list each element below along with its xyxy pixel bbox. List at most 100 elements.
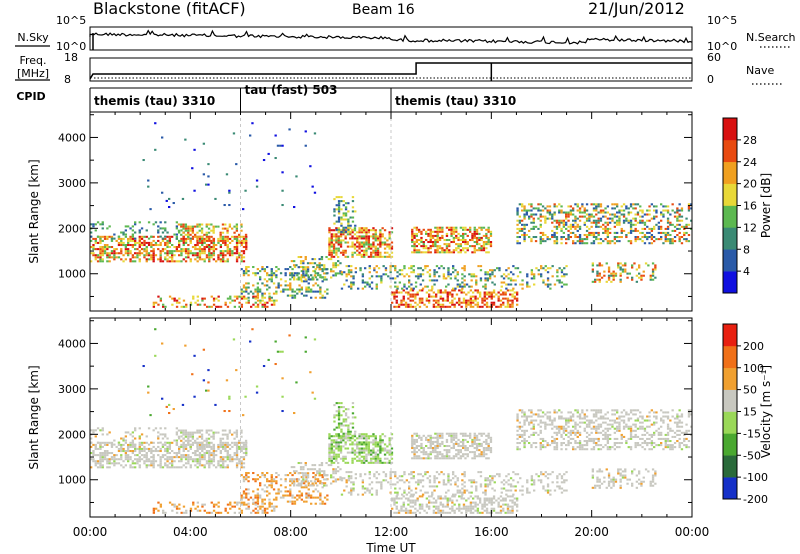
velocity-cell [161,433,165,436]
velocity-cell [409,509,412,512]
velocity-cell [166,447,169,450]
velocity-cell [131,466,135,469]
power-cell [650,229,654,232]
power-cell [460,291,463,294]
power-cell [651,272,655,275]
velocity-cell [490,499,493,502]
velocity-cell [448,457,451,460]
power-cell [240,239,243,242]
power-cell [99,256,102,259]
velocity-cell [337,410,341,413]
power-cell [525,234,529,237]
power-cell [595,221,598,224]
velocity-cell [164,462,167,465]
power-cell [463,265,466,268]
velocity-cell [346,461,350,464]
velocity-cell [405,479,409,482]
velocity-cell [208,464,211,467]
power-cell [207,183,210,186]
velocity-cell [445,455,449,458]
power-cell [168,252,172,255]
velocity-cell [171,466,174,469]
velocity-cell [425,497,429,500]
power-cell [217,225,220,228]
power-cell [388,243,391,246]
velocity-cell [377,481,381,484]
power-cell [184,239,188,242]
power-cell [108,225,111,228]
velocity-cell [347,475,351,478]
power-cell [625,219,628,222]
velocity-cell [219,450,223,453]
power-cell [164,244,167,247]
velocity-cell [408,485,411,488]
power-cell [159,241,162,244]
power-cell [159,252,162,255]
power-cell [182,231,185,234]
velocity-cell [311,468,314,471]
velocity-cell [168,466,172,469]
power-cell [607,276,611,279]
power-cell [367,241,371,244]
power-cell [168,295,172,298]
power-cell [544,219,547,222]
velocity-cell [337,436,341,439]
velocity-cell [485,509,489,512]
power-cell [235,258,239,261]
power-cell [588,234,591,237]
velocity-cell [462,497,466,500]
velocity-cell [368,483,371,486]
velocity-cell [224,466,227,469]
power-cell [585,219,589,222]
velocity-cell [466,449,469,452]
velocity-cell [435,505,438,508]
power-cell [208,260,211,263]
velocity-cell [124,454,128,457]
power-cell [489,277,492,280]
power-cell [435,299,438,302]
power-cell [430,289,433,292]
velocity-cell [438,432,442,435]
velocity-cell [482,447,486,450]
power-cell [483,303,486,306]
velocity-cell [483,505,486,508]
power-cell [581,205,584,208]
velocity-cell [120,454,123,457]
velocity-cell [458,503,461,506]
power-cell [678,227,681,230]
velocity-cell [344,455,347,458]
nave-right-tick: 0 [707,73,714,86]
power-cell [134,244,137,247]
velocity-cell [228,460,232,463]
power-cell [202,173,206,176]
power-cell [134,221,137,224]
power-cell [101,248,104,251]
power-cell [447,271,450,274]
velocity-cell [450,434,453,437]
power-cell [375,287,378,290]
velocity-cell [282,494,285,497]
velocity-cell [372,457,375,460]
power-cell [138,237,141,240]
power-cell [266,274,269,277]
power-cell [511,293,514,296]
power-cell [245,235,248,238]
power-cell [475,279,478,282]
power-cell [233,246,236,249]
power-cell [368,265,371,268]
velocity-cell [330,464,333,467]
velocity-cell [367,437,371,440]
power-cell [389,277,392,280]
velocity-cell [339,439,343,442]
power-cell [671,209,674,212]
power-cell [676,234,679,237]
power-cell [459,226,463,229]
velocity-cell [473,453,476,456]
power-cell [351,196,355,199]
power-cell [212,250,216,253]
power-cell [683,231,686,234]
power-cell [217,239,220,242]
power-cell [198,239,202,242]
power-cell [224,241,227,244]
velocity-cell [464,438,467,441]
